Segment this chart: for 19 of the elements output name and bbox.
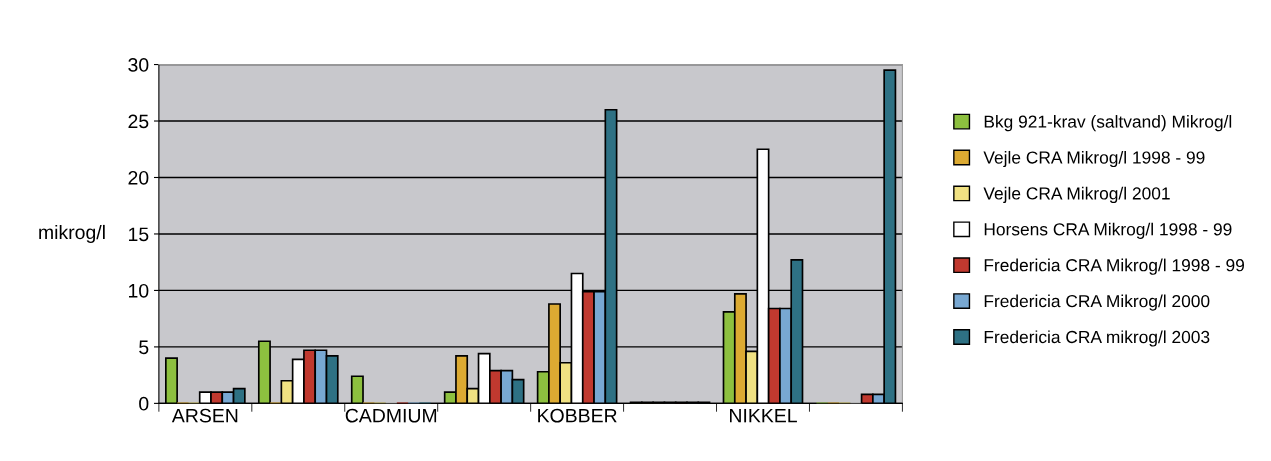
y-tick-label: 30 (128, 58, 149, 72)
x-tick-label: KOBBER (538, 408, 617, 423)
y-axis-title: mikrog/l (39, 224, 105, 244)
x-tick-label: ARSEN (171, 408, 238, 423)
legend-label: Bkg 921-krav (saltvand) Mikrog/l (984, 115, 1232, 132)
legend-label: Fredericia CRA Mikrog/l 2000 (984, 294, 1210, 311)
y-tick-label: 5 (139, 340, 149, 355)
x-tick-label: CADMIUM (345, 408, 437, 423)
y-tick-label: 10 (129, 283, 149, 298)
legend-label: Vejle CRA Mikrog/l 2001 (983, 186, 1170, 203)
legend-label: Horsens CRA Mikrog/l 1998 - 99 (984, 222, 1232, 239)
y-tick-label: 15 (129, 227, 149, 242)
y-tick-label: 0 (139, 396, 149, 411)
legend-label: Fredericia CRA mikrog/l 2003 (984, 330, 1210, 347)
y-tick-label: 25 (128, 114, 149, 129)
y-tick-label: 20 (128, 170, 149, 185)
x-tick-label: NIKKEL (730, 408, 797, 423)
legend-label: Vejle CRA Mikrog/l 1998 - 99 (983, 150, 1205, 168)
legend-label: Fredericia CRA Mikrog/l 1998 - 99 (984, 258, 1245, 275)
